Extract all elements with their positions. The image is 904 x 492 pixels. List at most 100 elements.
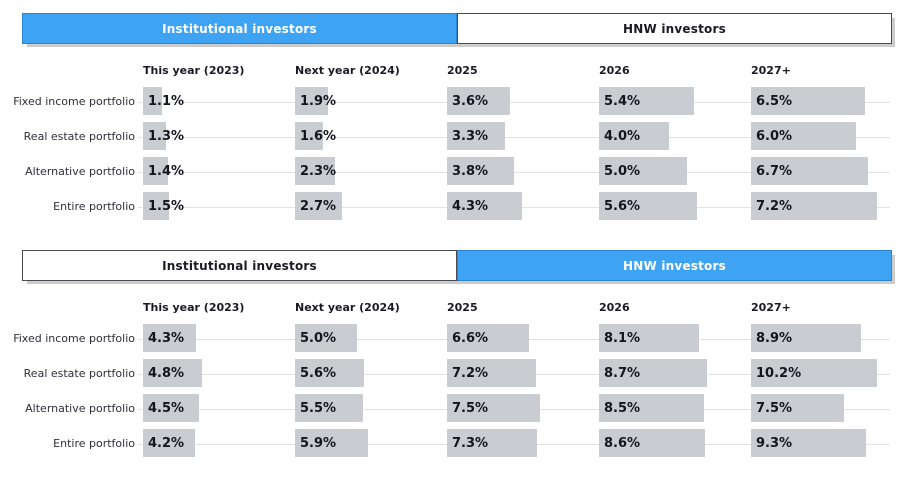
bar xyxy=(751,192,877,220)
bar-value-label: 7.2% xyxy=(756,199,793,214)
bar-value-label: 3.3% xyxy=(452,129,489,144)
rows: Fixed income portfolio 1.1% 1.9% 3.6% 5.4% 6.… xyxy=(0,84,904,224)
bar-value-label: 9.3% xyxy=(756,436,793,451)
bar-cell: 1.6% xyxy=(295,119,447,154)
bar-cell: 8.5% xyxy=(599,391,751,426)
row-label: Entire portfolio xyxy=(53,200,135,213)
bar-cell: 7.3% xyxy=(447,426,599,461)
bar xyxy=(751,157,869,185)
bar-value-label: 3.8% xyxy=(452,164,489,179)
bar-cell: 5.4% xyxy=(599,84,751,119)
bar-value-label: 2.3% xyxy=(300,164,337,179)
bar-value-label: 6.6% xyxy=(452,331,489,346)
bar xyxy=(143,359,203,387)
bar-cell: 4.8% xyxy=(143,356,295,391)
row-gridline xyxy=(138,136,890,138)
row-gridline xyxy=(138,171,890,173)
bar xyxy=(447,324,529,352)
section-hnw-investors: Institutional investors HNW investors Thi… xyxy=(0,250,904,461)
table-row: Entire portfolio 1.5% 2.7% 4.3% 5.6% 7.2% xyxy=(0,189,904,224)
bar-cell: 4.3% xyxy=(143,321,295,356)
bar xyxy=(143,324,197,352)
column-header-2025: 2025 xyxy=(447,300,478,314)
bar-value-label: 6.0% xyxy=(756,129,793,144)
rows: Fixed income portfolio 4.3% 5.0% 6.6% 8.1% 8.… xyxy=(0,321,904,461)
bar-cell: 1.5% xyxy=(143,189,295,224)
bar-cell: 2.7% xyxy=(295,189,447,224)
bar-value-label: 4.0% xyxy=(604,129,641,144)
bar xyxy=(295,359,365,387)
bar xyxy=(447,192,523,220)
bar-cell: 5.0% xyxy=(295,321,447,356)
table-row: Real estate portfolio 4.8% 5.6% 7.2% 8.7% 10.… xyxy=(0,356,904,391)
bar-value-label: 5.6% xyxy=(300,366,337,381)
bar-value-label: 3.6% xyxy=(452,94,489,109)
bar-cell: 3.6% xyxy=(447,84,599,119)
bar xyxy=(447,87,510,115)
bar xyxy=(295,87,329,115)
bar-cell: 5.5% xyxy=(295,391,447,426)
bar xyxy=(143,394,199,422)
bar-value-label: 1.5% xyxy=(148,199,185,214)
tab-institutional-investors[interactable]: Institutional investors xyxy=(22,13,457,44)
bar-value-label: 2.7% xyxy=(300,199,337,214)
tab-bar: Institutional investors HNW investors xyxy=(22,13,892,44)
row-label: Real estate portfolio xyxy=(23,130,135,143)
bar xyxy=(295,192,343,220)
bar-value-label: 4.5% xyxy=(148,401,185,416)
table-row: Alternative portfolio 4.5% 5.5% 7.5% 8.5% 7.5… xyxy=(0,391,904,426)
bar-value-label: 5.0% xyxy=(300,331,337,346)
bar-cell: 4.0% xyxy=(599,119,751,154)
bar xyxy=(751,394,844,422)
bar xyxy=(599,429,706,457)
bar-cell: 1.1% xyxy=(143,84,295,119)
table-row: Alternative portfolio 1.4% 2.3% 3.8% 5.0% 6.7… xyxy=(0,154,904,189)
column-header-row: This year (2023) Next year (2024) 2025 2026… xyxy=(0,63,904,77)
row-label: Fixed income portfolio xyxy=(13,332,135,345)
tab-institutional-investors[interactable]: Institutional investors xyxy=(22,250,457,281)
tab-hnw-investors[interactable]: HNW investors xyxy=(457,250,892,281)
tab-bar: Institutional investors HNW investors xyxy=(22,250,892,281)
row-label: Fixed income portfolio xyxy=(13,95,135,108)
bar-value-label: 5.9% xyxy=(300,436,337,451)
bar-cell: 1.9% xyxy=(295,84,447,119)
bar-value-label: 7.2% xyxy=(452,366,489,381)
bar-cell: 8.7% xyxy=(599,356,751,391)
bar-value-label: 5.6% xyxy=(604,199,641,214)
bar-value-label: 4.3% xyxy=(452,199,489,214)
tab-hnw-investors[interactable]: HNW investors xyxy=(457,13,892,44)
bar-cell: 4.5% xyxy=(143,391,295,426)
bar-cell: 7.2% xyxy=(447,356,599,391)
bar xyxy=(599,192,697,220)
bar-cell: 7.5% xyxy=(751,391,903,426)
column-header-this-year-2023: This year (2023) xyxy=(143,63,245,77)
bar xyxy=(599,157,687,185)
bar-cell: 5.6% xyxy=(599,189,751,224)
bar-cell: 9.3% xyxy=(751,426,903,461)
bar xyxy=(295,394,363,422)
bar xyxy=(143,192,170,220)
column-header-this-year-2023: This year (2023) xyxy=(143,300,245,314)
bar xyxy=(295,324,357,352)
column-header-row: This year (2023) Next year (2024) 2025 2026… xyxy=(0,300,904,314)
bar-cell: 3.8% xyxy=(447,154,599,189)
column-header-2025: 2025 xyxy=(447,63,478,77)
bar xyxy=(447,359,536,387)
column-header-next-year-2024: Next year (2024) xyxy=(295,63,400,77)
bar-value-label: 4.8% xyxy=(148,366,185,381)
bar-cell: 6.7% xyxy=(751,154,903,189)
bar-value-label: 5.0% xyxy=(604,164,641,179)
bar-value-label: 5.5% xyxy=(300,401,337,416)
row-label: Real estate portfolio xyxy=(23,367,135,380)
bar xyxy=(599,359,707,387)
bar xyxy=(599,87,694,115)
bar-value-label: 7.3% xyxy=(452,436,489,451)
bar xyxy=(599,394,704,422)
bar xyxy=(447,122,505,150)
bar-cell: 6.6% xyxy=(447,321,599,356)
bar-cell: 5.9% xyxy=(295,426,447,461)
column-header-2027: 2027+ xyxy=(751,63,791,77)
bar xyxy=(751,87,865,115)
bar-cell: 7.2% xyxy=(751,189,903,224)
